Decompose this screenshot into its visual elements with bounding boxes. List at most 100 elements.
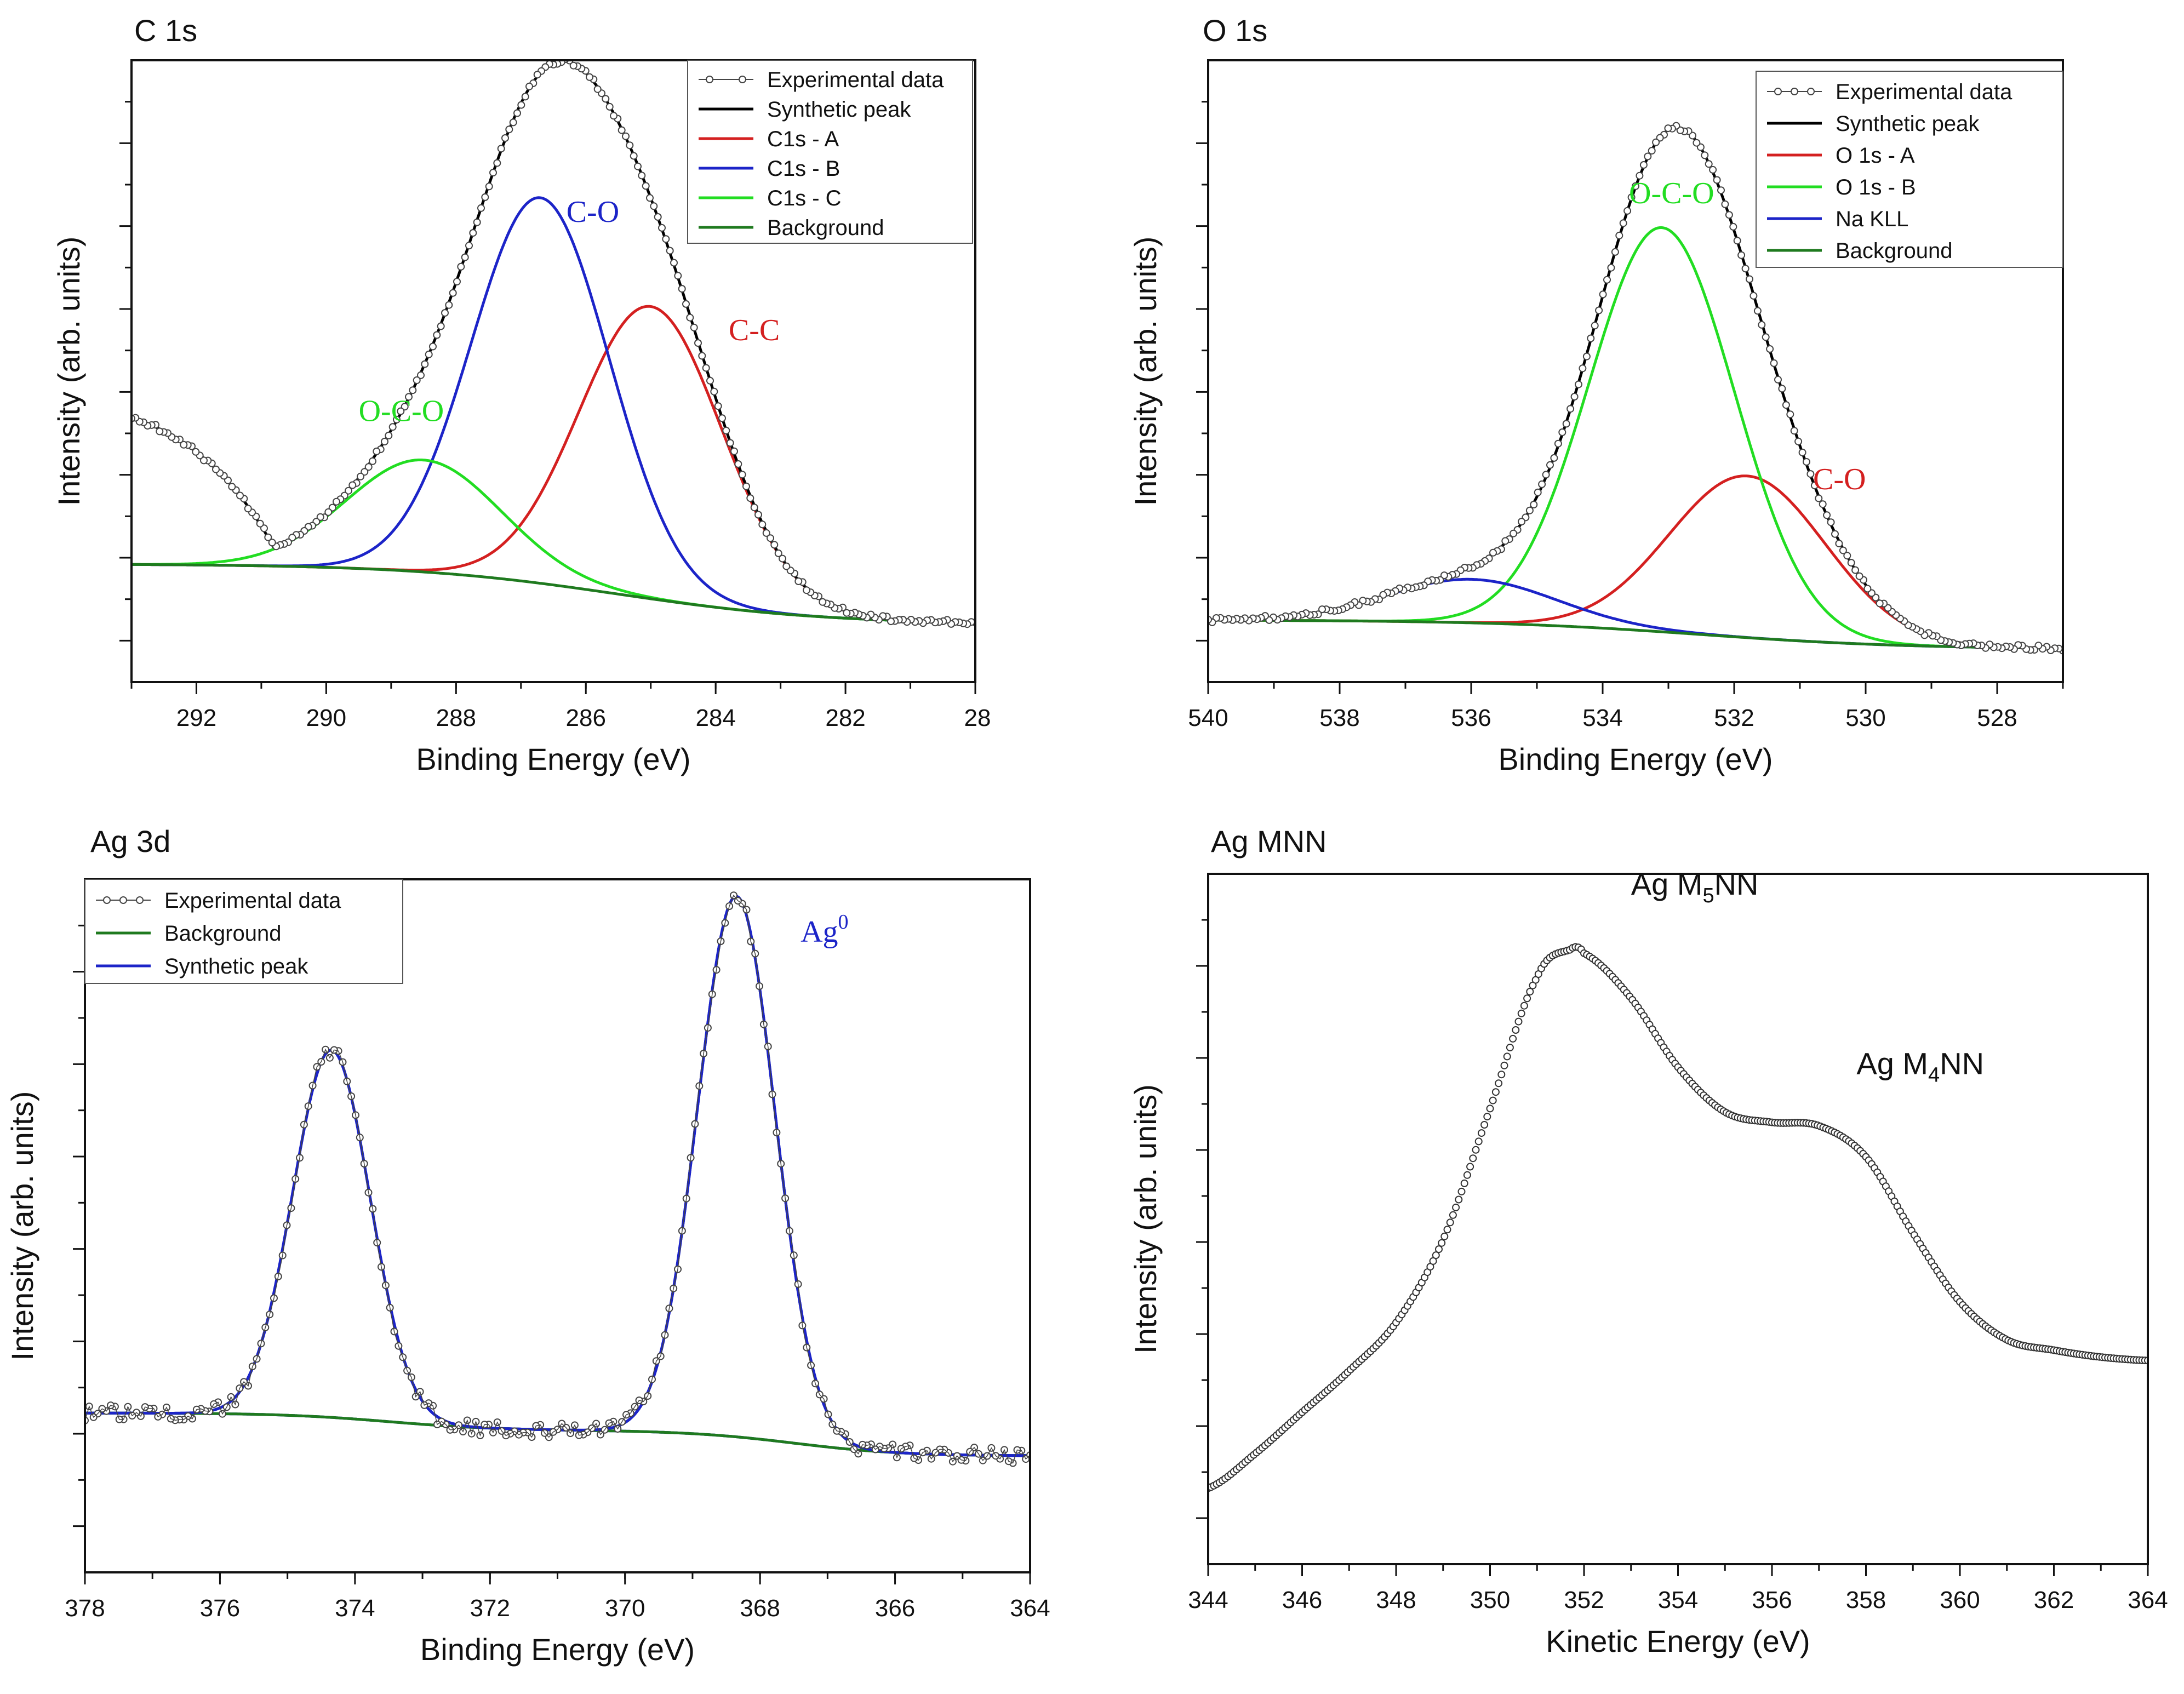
experimental-point xyxy=(364,463,373,471)
experimental-point xyxy=(1562,420,1570,428)
experimental-point xyxy=(887,617,895,626)
experimental-point xyxy=(1815,494,1823,502)
experimental-point xyxy=(1550,454,1558,462)
data-point xyxy=(1489,1096,1497,1104)
data-point xyxy=(1500,1061,1508,1069)
legend-marker xyxy=(706,76,713,83)
experimental-point xyxy=(1603,276,1611,284)
data-point xyxy=(1506,1044,1514,1051)
experimental-point xyxy=(779,554,786,563)
data-point xyxy=(1472,1146,1480,1154)
experimental-point xyxy=(686,313,694,322)
experimental-point xyxy=(1530,501,1538,508)
experimental-point xyxy=(586,73,593,81)
legend: Experimental data Synthetic peak C1s - A C1… xyxy=(687,60,973,244)
experimental-point xyxy=(449,289,457,297)
experimental-point xyxy=(1575,380,1582,388)
experimental-point xyxy=(654,213,662,221)
peak-annotation: O-C-O xyxy=(359,394,444,428)
experimental-point xyxy=(674,272,682,280)
experimental-point xyxy=(722,426,730,434)
experimental-point xyxy=(525,82,533,90)
legend: Experimental data Synthetic peak O 1s - A O… xyxy=(1756,71,2063,268)
legend-marker xyxy=(1791,88,1798,95)
x-tick-label: 292 xyxy=(176,705,216,731)
experimental-point xyxy=(646,194,654,202)
background-curve xyxy=(1208,619,2063,650)
experimental-point xyxy=(770,541,779,549)
experimental-point xyxy=(1827,518,1835,526)
y-axis-label: Intensity (arb. units) xyxy=(5,1091,39,1361)
experimental-point xyxy=(517,101,525,109)
experimental-point xyxy=(1554,439,1562,448)
experimental-point xyxy=(509,118,517,127)
experimental-point xyxy=(630,152,638,160)
experimental-point xyxy=(1750,291,1758,300)
experimental-point xyxy=(156,427,164,436)
experimental-point xyxy=(738,471,746,479)
experimental-point xyxy=(489,169,497,177)
background-curve xyxy=(132,563,975,624)
experimental-point xyxy=(1489,548,1497,557)
data-point xyxy=(1509,1034,1517,1043)
experimental-point xyxy=(373,447,381,455)
plot-area xyxy=(132,60,975,628)
experimental-point xyxy=(421,360,429,368)
data-point xyxy=(1503,1052,1511,1061)
x-tick-label: 540 xyxy=(1188,705,1228,731)
panel-title: Ag 3d xyxy=(90,824,170,859)
experimental-point xyxy=(1803,458,1810,466)
experimental-point xyxy=(381,438,388,445)
experimental-point xyxy=(256,519,264,528)
experimental-point xyxy=(1819,500,1827,508)
experimental-point xyxy=(1762,333,1770,341)
experimental-point xyxy=(333,497,340,506)
component-curve xyxy=(85,1049,1030,1457)
experimental-point xyxy=(1855,572,1863,580)
experimental-point xyxy=(433,331,441,339)
legend-entry: Synthetic peak xyxy=(767,98,911,122)
x-axis-label: Binding Energy (eV) xyxy=(420,1632,695,1667)
experimental-point xyxy=(228,483,236,491)
legend-entry: Synthetic peak xyxy=(1836,112,1980,136)
experimental-point xyxy=(425,350,433,358)
panel-c1s: C 1s 292 290 288 286 284 282 28 Binding Energy (… xyxy=(52,13,991,776)
x-tick-label: 354 xyxy=(1658,1587,1698,1613)
experimental-point xyxy=(1847,559,1855,567)
plot-frame xyxy=(84,878,1031,1573)
plot-area xyxy=(1208,122,2063,655)
experimental-point xyxy=(670,259,678,267)
legend-entry: Experimental data xyxy=(767,68,944,92)
experimental-point xyxy=(1839,546,1847,554)
data-point xyxy=(1466,1163,1474,1171)
experimental-point xyxy=(485,182,493,191)
experimental-point xyxy=(714,402,722,410)
legend-marker xyxy=(739,76,746,83)
legend-marker xyxy=(136,896,144,904)
x-axis-label: Kinetic Energy (eV) xyxy=(1546,1624,1810,1658)
experimental-point xyxy=(710,387,718,396)
experimental-point xyxy=(1636,171,1644,180)
x-tick-label: 352 xyxy=(1564,1587,1604,1613)
experimental-point xyxy=(513,109,521,117)
experimental-point xyxy=(1611,248,1619,256)
data-point xyxy=(1463,1171,1471,1179)
experimental-point xyxy=(1591,322,1599,330)
experimental-point xyxy=(1823,511,1831,519)
legend-box xyxy=(687,60,973,244)
experimental-point xyxy=(1648,147,1656,155)
annotation-text: Ag M xyxy=(1856,1046,1928,1080)
experimental-point xyxy=(658,224,666,232)
legend-entry: Na KLL xyxy=(1836,207,1908,231)
data-point xyxy=(1457,1187,1466,1195)
y-axis-label: Intensity (arb. units) xyxy=(1128,1084,1163,1354)
experimental-point xyxy=(1729,222,1737,231)
peak-annotation: C-C xyxy=(729,313,780,347)
data-point xyxy=(1440,1232,1449,1240)
experimental-point xyxy=(718,414,726,422)
x-tick-label: 346 xyxy=(1282,1587,1322,1613)
legend-entry: Background xyxy=(767,216,884,240)
experimental-point xyxy=(501,134,509,142)
